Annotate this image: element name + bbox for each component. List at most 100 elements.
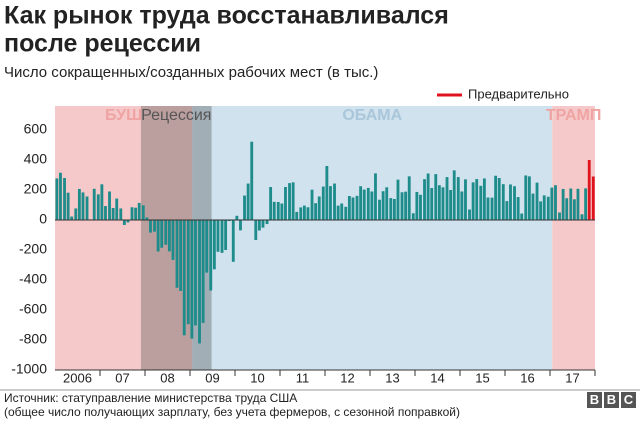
bar	[561, 188, 565, 220]
period-band	[552, 106, 595, 370]
bar	[576, 188, 580, 220]
bar	[419, 194, 422, 220]
bar	[471, 182, 475, 220]
bar	[134, 207, 138, 220]
bar	[513, 186, 516, 220]
bar	[179, 220, 183, 291]
bar	[66, 192, 70, 220]
bar	[505, 201, 509, 220]
bar	[527, 176, 531, 220]
x-tick-label: 16	[520, 370, 534, 385]
bar	[340, 203, 344, 220]
bar	[130, 207, 134, 220]
bar	[374, 173, 377, 220]
source: Источник: статуправление министерства тр…	[4, 391, 297, 405]
y-tick-label: -200	[19, 241, 47, 257]
bar	[100, 184, 104, 220]
bar	[126, 220, 130, 223]
bar	[434, 174, 438, 220]
bar	[92, 188, 96, 220]
bar	[59, 172, 62, 220]
bar	[362, 189, 366, 220]
bar	[182, 220, 186, 336]
bar	[317, 196, 321, 220]
bar	[531, 193, 535, 220]
y-tick-label: 200	[24, 181, 48, 197]
bar	[108, 191, 111, 220]
y-tick-label: -600	[19, 301, 47, 317]
bar	[475, 179, 479, 220]
bar	[198, 220, 201, 344]
bar	[212, 220, 216, 270]
bar	[306, 207, 310, 220]
bar	[366, 187, 370, 220]
bar	[520, 213, 524, 220]
x-tick-label: 14	[430, 370, 444, 385]
bar	[584, 188, 588, 220]
x-tick-label: 10	[250, 370, 264, 385]
bar	[63, 178, 66, 220]
bar	[70, 216, 74, 220]
bar	[407, 176, 411, 220]
bar	[250, 141, 254, 220]
bar	[542, 195, 546, 220]
bar	[205, 220, 209, 273]
bar	[209, 220, 213, 291]
bar	[516, 197, 520, 220]
bar	[351, 197, 355, 220]
bar	[156, 220, 160, 252]
bar	[96, 194, 100, 220]
y-tick-label: -1000	[11, 361, 47, 377]
bar	[280, 203, 284, 220]
bar	[272, 201, 276, 220]
bar	[175, 220, 179, 288]
bar	[288, 183, 291, 220]
bar	[77, 188, 81, 220]
x-tick-label: 17	[565, 370, 579, 385]
bar	[160, 220, 164, 248]
bar	[321, 186, 325, 220]
bar	[490, 197, 494, 220]
logo-letter: B	[607, 392, 616, 407]
y-tick-label: 600	[24, 121, 48, 137]
bar	[190, 220, 194, 339]
logo-box	[587, 392, 602, 408]
bar	[201, 220, 205, 323]
bar	[284, 187, 287, 220]
bar	[257, 220, 261, 231]
bar	[254, 220, 258, 240]
bar	[449, 190, 453, 220]
bar	[347, 196, 351, 220]
legend-label: Предварительно	[468, 86, 569, 101]
bar	[336, 205, 340, 220]
bar	[359, 186, 363, 220]
bar	[235, 215, 239, 220]
bar	[558, 212, 561, 220]
x-tick-label: 09	[205, 370, 219, 385]
bar	[404, 191, 408, 220]
x-tick-label: 12	[340, 370, 354, 385]
period-label: ОБАМА	[342, 107, 402, 124]
chart-title: после рецессии	[4, 30, 201, 58]
bar	[411, 213, 415, 220]
y-tick-label: 0	[39, 211, 47, 227]
bar	[486, 197, 490, 220]
bar	[299, 207, 303, 220]
chart-title: Как рынок труда восстанавливался	[4, 2, 449, 30]
period-label: Рецессия	[141, 107, 211, 124]
bar	[396, 179, 400, 220]
bar	[164, 220, 168, 245]
bar	[310, 189, 314, 220]
bar	[171, 220, 175, 260]
bar	[423, 179, 426, 220]
bar	[239, 220, 242, 231]
bar	[415, 191, 419, 220]
bar	[122, 220, 126, 225]
bar	[430, 188, 434, 220]
bar	[329, 186, 332, 220]
bar	[145, 217, 149, 220]
bar	[355, 195, 359, 220]
bar	[441, 187, 445, 220]
bar	[385, 187, 389, 220]
bar	[546, 196, 550, 220]
